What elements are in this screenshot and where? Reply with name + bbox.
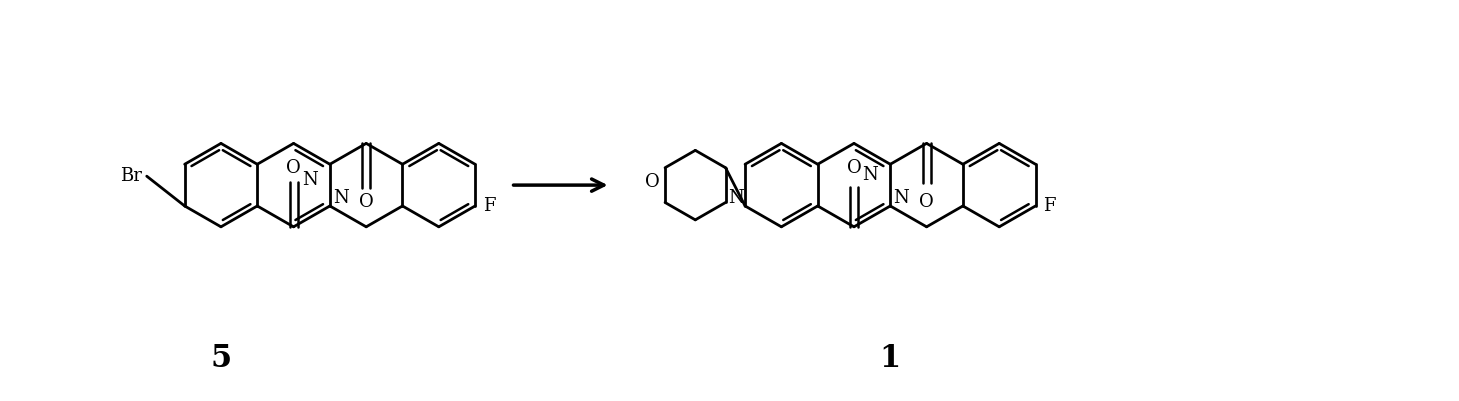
Text: Br: Br	[120, 167, 142, 185]
Text: N: N	[862, 166, 878, 184]
Text: O: O	[359, 193, 374, 211]
Text: O: O	[846, 159, 861, 177]
Text: N: N	[333, 189, 349, 207]
Text: O: O	[286, 159, 301, 177]
Text: F: F	[1043, 197, 1056, 215]
Text: N: N	[728, 188, 744, 207]
Text: 5: 5	[210, 343, 232, 375]
Text: O: O	[919, 193, 934, 211]
Text: N: N	[302, 171, 318, 189]
Text: 1: 1	[880, 343, 900, 375]
Text: N: N	[893, 189, 909, 207]
Text: F: F	[483, 197, 496, 215]
Text: O: O	[645, 173, 659, 191]
